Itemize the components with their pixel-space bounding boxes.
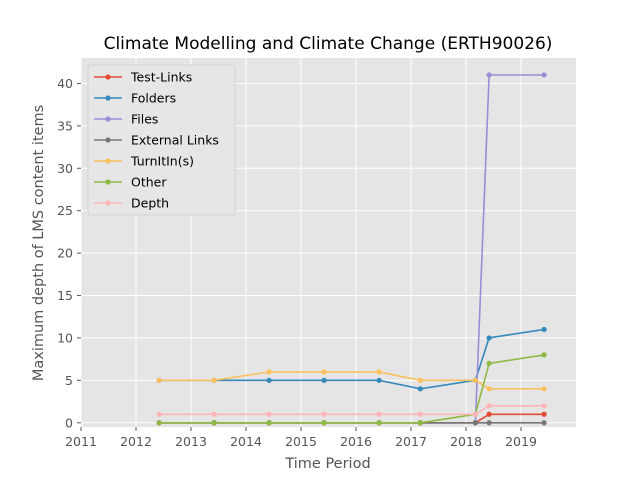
data-point — [266, 420, 272, 426]
data-point — [376, 377, 382, 383]
x-axis-label: Time Period — [284, 456, 370, 472]
data-point — [486, 386, 492, 392]
legend-item: Files — [94, 112, 158, 127]
data-point — [472, 411, 478, 417]
data-point — [541, 72, 547, 78]
data-point — [321, 420, 327, 426]
y-tick-label: 5 — [65, 373, 73, 388]
data-point — [417, 386, 423, 392]
legend-label: Depth — [131, 196, 169, 211]
data-point — [376, 420, 382, 426]
data-point — [266, 369, 272, 375]
data-point — [541, 411, 547, 417]
data-point — [376, 369, 382, 375]
x-tick-label: 2013 — [175, 434, 207, 449]
y-tick-label: 0 — [65, 415, 73, 430]
y-tick-label: 40 — [57, 76, 73, 91]
legend-marker — [105, 179, 111, 185]
legend-label: External Links — [131, 133, 219, 148]
data-point — [486, 360, 492, 366]
x-tick-label: 2016 — [340, 434, 372, 449]
series-other — [156, 352, 547, 426]
y-tick-label: 35 — [57, 118, 73, 133]
data-point — [541, 352, 547, 358]
x-tick-label: 2018 — [450, 434, 482, 449]
data-point — [541, 326, 547, 333]
x-tick-label: 2015 — [285, 434, 317, 449]
x-tick-label: 2012 — [120, 434, 152, 449]
data-point — [541, 420, 547, 426]
legend: Test-Links Folders Files External Links Turn… — [87, 64, 236, 216]
data-point — [211, 420, 217, 426]
data-point — [486, 335, 492, 341]
data-point — [321, 369, 327, 375]
data-point — [472, 420, 478, 426]
data-point — [156, 377, 162, 383]
x-tick-label: 2017 — [395, 434, 427, 449]
x-tick-label: 2014 — [230, 434, 262, 449]
legend-marker — [105, 116, 111, 122]
legend-item: Other — [94, 175, 167, 190]
y-tick-label: 25 — [57, 203, 73, 218]
data-point — [541, 386, 547, 392]
legend-marker — [105, 200, 111, 206]
series-turnitin-s- — [156, 369, 547, 392]
data-point — [321, 377, 327, 383]
x-tick-label: 2019 — [505, 434, 537, 449]
legend-marker — [105, 95, 111, 101]
legend-marker — [105, 74, 111, 80]
legend-label: Folders — [131, 91, 176, 106]
y-axis-label: Maximum depth of LMS content items — [31, 105, 47, 381]
data-point — [266, 377, 272, 383]
legend-item: External Links — [94, 133, 219, 148]
legend-marker — [105, 137, 111, 143]
data-point — [321, 411, 327, 417]
series-lines — [156, 72, 547, 426]
chart-title: Climate Modelling and Climate Change (ER… — [104, 34, 553, 54]
legend-marker — [105, 158, 111, 164]
y-tick-label: 10 — [57, 330, 73, 345]
legend-item: Test-Links — [94, 70, 192, 85]
legend-box — [87, 64, 236, 216]
legend-label: Test-Links — [130, 70, 192, 85]
legend-label: TurnItIn(s) — [130, 154, 194, 169]
data-point — [417, 420, 423, 426]
data-point — [417, 411, 423, 417]
data-point — [486, 411, 492, 417]
data-point — [472, 377, 478, 383]
data-point — [486, 420, 492, 426]
y-tick-label: 30 — [57, 161, 73, 176]
y-tick-label: 15 — [57, 288, 73, 303]
legend-label: Files — [131, 112, 158, 127]
series-depth — [156, 403, 547, 417]
data-point — [486, 72, 492, 78]
y-tick-label: 20 — [57, 246, 73, 261]
data-point — [211, 377, 217, 383]
data-point — [417, 377, 423, 383]
data-point — [266, 411, 272, 417]
data-point — [156, 420, 162, 426]
data-point — [156, 411, 162, 417]
data-point — [376, 411, 382, 417]
legend-item: Folders — [94, 91, 176, 106]
data-point — [541, 403, 547, 409]
data-point — [486, 403, 492, 409]
tick-labels: 2011 2012 2013 2014 2015 2016 2017 2018 20190510… — [57, 76, 537, 449]
x-tick-label: 2011 — [65, 434, 97, 449]
legend-item: Depth — [94, 196, 169, 211]
legend-label: Other — [131, 175, 167, 190]
data-point — [211, 411, 217, 417]
legend-item: TurnItIn(s) — [94, 154, 194, 169]
